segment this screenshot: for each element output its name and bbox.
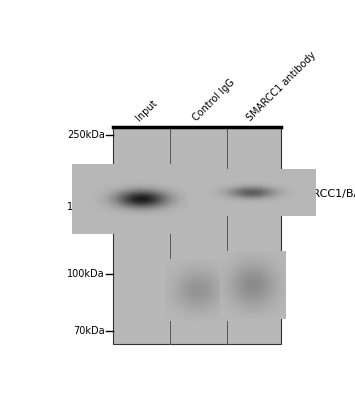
Text: 100kDa: 100kDa <box>67 269 105 279</box>
Text: 150kDa: 150kDa <box>67 202 105 212</box>
Text: SMARCC1/BAF155: SMARCC1/BAF155 <box>289 189 355 199</box>
Bar <box>113 127 281 344</box>
Text: 250kDa: 250kDa <box>67 130 105 140</box>
Text: 70kDa: 70kDa <box>73 326 105 336</box>
Text: Input: Input <box>134 98 159 124</box>
Text: SMARCC1 antibody: SMARCC1 antibody <box>245 50 318 124</box>
Text: Control IgG: Control IgG <box>191 78 236 124</box>
